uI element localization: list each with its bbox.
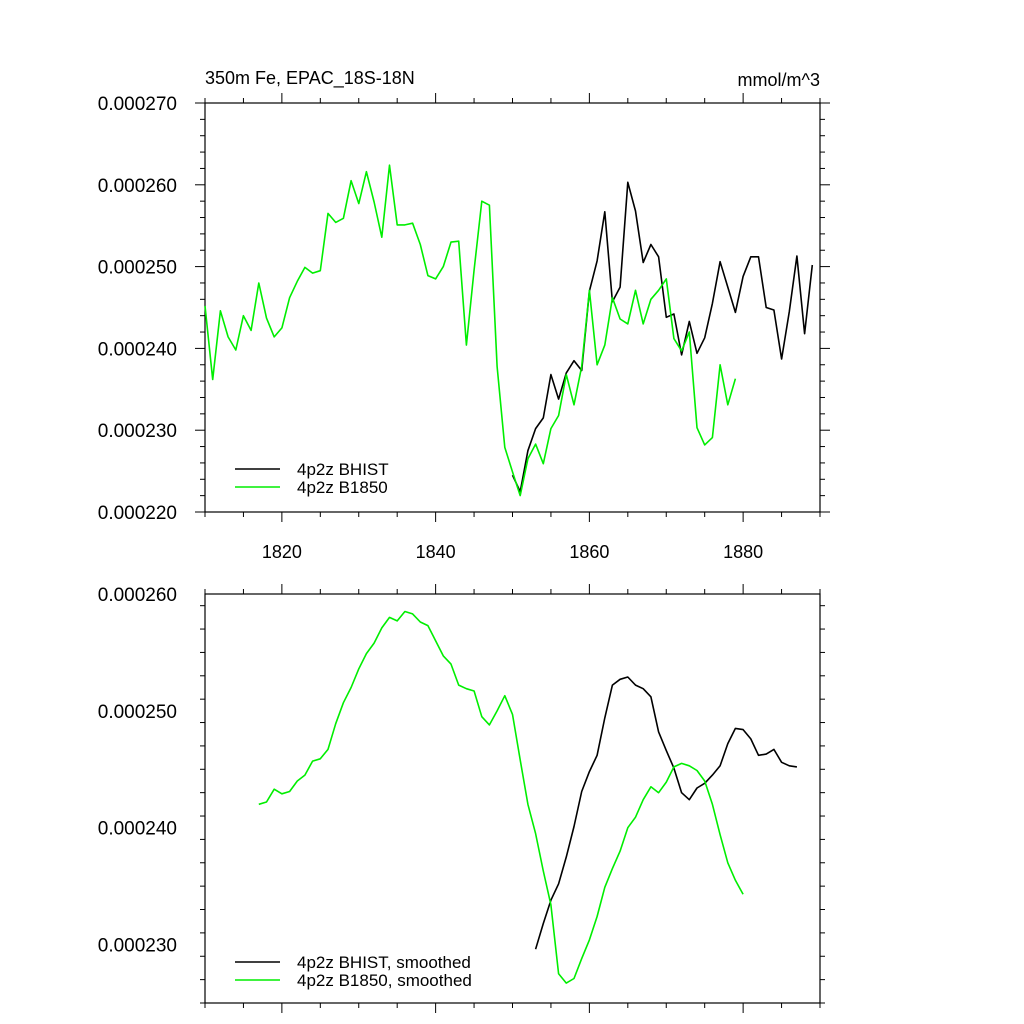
y-tick-label: 0.000260 [98,176,177,197]
y-tick-label: 0.000220 [98,503,177,524]
series-line [204,164,737,497]
chart-units: mmol/m^3 [738,70,820,90]
legend-label: 4p2z BHIST, smoothed [297,953,471,972]
x-tick-label: 1860 [569,542,609,562]
y-tick-label: 0.000250 [98,702,177,723]
top-panel: 350m Fe, EPAC_18S-18N mmol/m^3 1820 1840 1… [98,68,830,562]
series-line [258,610,744,984]
legend-label: 4p2z B1850, smoothed [297,971,472,990]
bottom-panel-marks: 0.000230 0.000240 0.000250 0.000260 4p2z BHI… [98,584,825,1013]
y-tick-label: 0.000240 [98,819,177,840]
series-line [511,181,814,493]
bottom-panel: 0.000230 0.000240 0.000250 0.000260 4p2z BHI… [98,584,825,1013]
y-tick-label: 0.000230 [98,936,177,957]
y-tick-label: 0.000230 [98,421,177,442]
y-tick-label: 0.000240 [98,339,177,360]
y-tick-label: 0.000270 [98,94,177,115]
chart-title: 350m Fe, EPAC_18S-18N [205,68,415,89]
series-line [534,676,798,950]
plot-frame [204,102,821,513]
top-panel-marks: 1820 1840 1860 1880 0.000220 0.000230 0.000240… [98,93,830,562]
x-tick-label: 1820 [262,542,302,562]
legend-label: 4p2z BHIST [297,460,389,479]
y-tick-label: 0.000260 [98,585,177,606]
x-tick-label: 1880 [723,542,763,562]
y-tick-label: 0.000250 [98,258,177,279]
plot-frame [204,593,821,1004]
x-tick-label: 1840 [416,542,456,562]
legend-label: 4p2z B1850 [297,478,388,497]
